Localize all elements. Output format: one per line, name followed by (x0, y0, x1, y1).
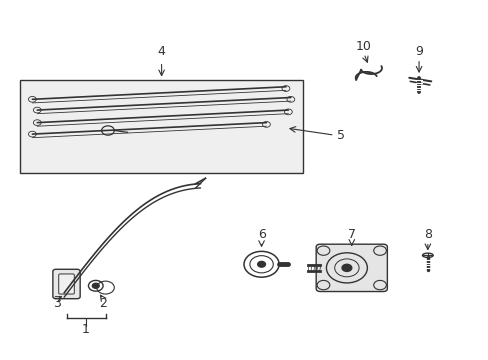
Bar (20, 80, 303, 173)
Text: 4: 4 (157, 45, 165, 58)
Circle shape (317, 246, 329, 255)
Text: 3: 3 (53, 297, 61, 310)
Circle shape (282, 86, 289, 91)
Text: 9: 9 (414, 45, 422, 58)
Circle shape (317, 280, 329, 290)
Circle shape (257, 261, 265, 267)
Circle shape (284, 109, 292, 115)
Circle shape (28, 131, 36, 137)
Text: 10: 10 (355, 40, 371, 53)
Text: 8: 8 (423, 228, 431, 241)
Ellipse shape (422, 253, 432, 257)
Circle shape (33, 120, 41, 126)
Text: 2: 2 (99, 297, 107, 310)
Circle shape (373, 246, 386, 255)
Circle shape (286, 96, 294, 102)
Text: 6: 6 (257, 228, 265, 241)
FancyBboxPatch shape (59, 274, 74, 294)
Circle shape (28, 96, 36, 102)
FancyBboxPatch shape (53, 269, 80, 299)
Circle shape (33, 107, 41, 113)
Text: 1: 1 (82, 323, 90, 336)
Text: 7: 7 (347, 228, 355, 241)
Circle shape (92, 283, 99, 288)
Circle shape (373, 280, 386, 290)
Circle shape (262, 122, 270, 127)
Text: 5: 5 (336, 129, 345, 142)
Circle shape (341, 264, 351, 271)
FancyBboxPatch shape (316, 244, 386, 292)
